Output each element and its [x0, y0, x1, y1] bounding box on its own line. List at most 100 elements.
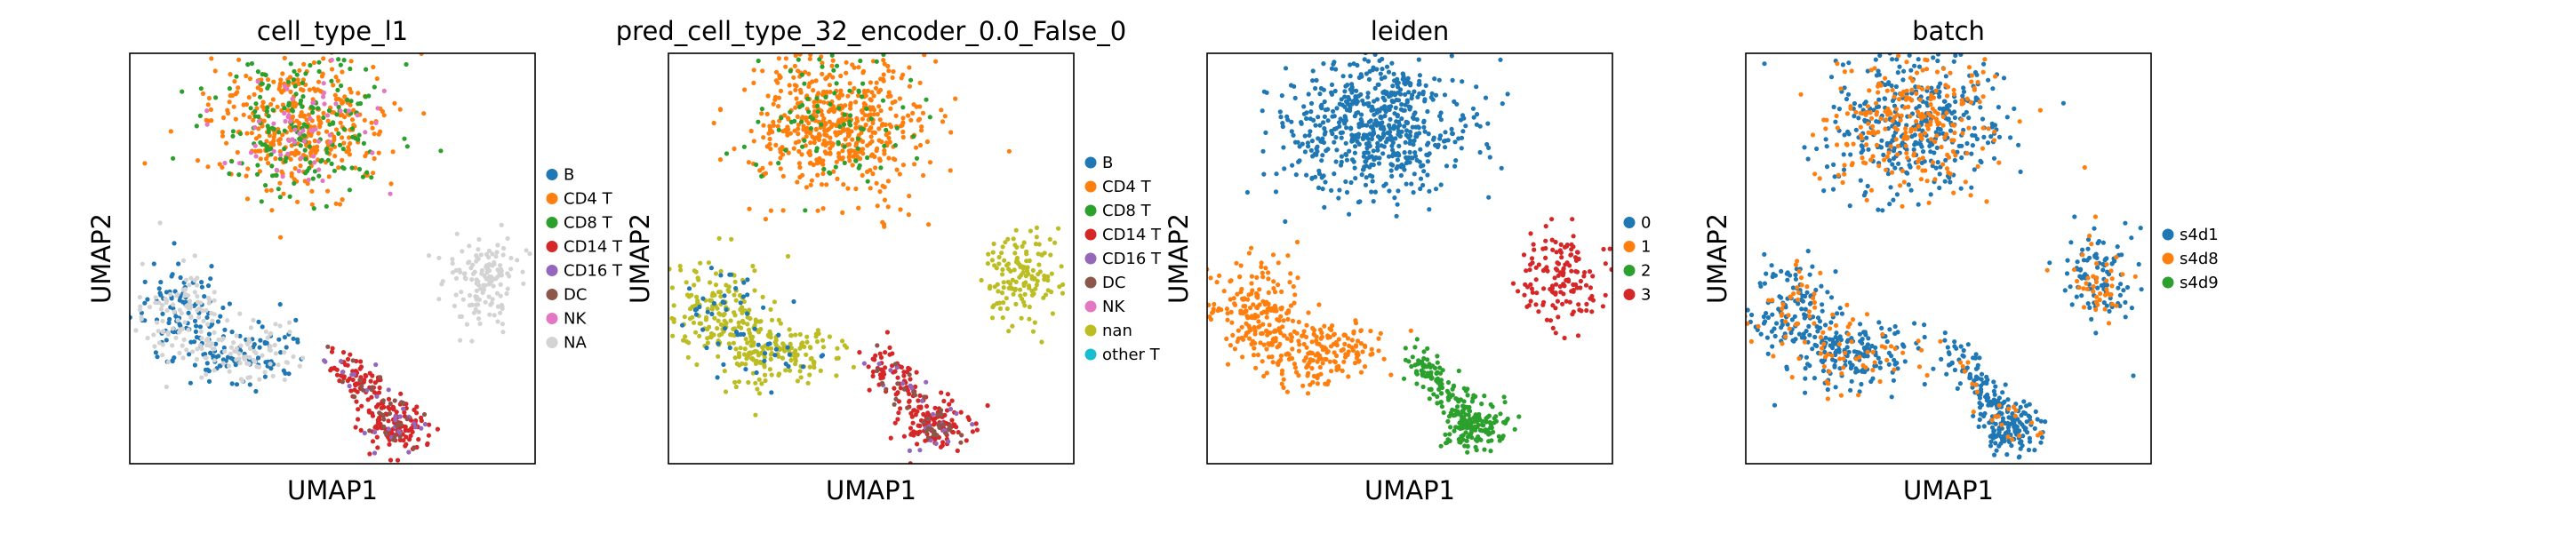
scatter-point	[1904, 94, 1909, 99]
legend-marker	[546, 265, 558, 276]
scatter-point	[884, 330, 891, 335]
scatter-point	[184, 347, 189, 353]
scatter-point	[274, 172, 279, 178]
scatter-point	[1297, 158, 1302, 163]
scatter-point	[478, 252, 484, 258]
scatter-point	[1401, 107, 1406, 113]
scatter-point	[321, 56, 326, 61]
scatter-point	[773, 342, 779, 347]
scatter-point	[356, 166, 363, 172]
scatter-point	[240, 378, 245, 384]
scatter-point	[1260, 330, 1265, 336]
scatter-point	[755, 386, 760, 392]
scatter-point	[268, 187, 274, 193]
scatter-point	[341, 374, 347, 379]
scatter-point	[896, 410, 901, 416]
scatter-point	[360, 174, 365, 179]
scatter-point	[255, 79, 260, 84]
scatter-point	[1524, 304, 1530, 309]
scatter-point	[258, 94, 263, 99]
scatter-point	[1060, 290, 1066, 296]
scatter-point	[1859, 143, 1864, 148]
scatter-point	[1865, 183, 1870, 189]
scatter-point	[744, 311, 750, 316]
scatter-point	[1921, 149, 1926, 155]
scatter-point	[363, 130, 368, 135]
scatter-point	[384, 431, 389, 437]
scatter-point	[844, 345, 850, 350]
scatter-point	[860, 81, 866, 86]
scatter-point	[1553, 266, 1559, 272]
scatter-point	[793, 140, 799, 146]
scatter-point	[1587, 269, 1593, 274]
scatter-point	[1043, 292, 1049, 298]
scatter-point	[1970, 143, 1975, 148]
scatter-point	[1884, 88, 1890, 93]
scatter-point	[1284, 352, 1289, 357]
scatter-point	[1916, 64, 1923, 69]
scatter-point	[1292, 365, 1298, 370]
scatter-point	[732, 313, 738, 318]
scatter-point	[722, 369, 727, 374]
scatter-point	[1978, 105, 1983, 110]
scatter-point	[856, 65, 861, 70]
scatter-point	[752, 268, 757, 274]
scatter-point	[233, 91, 238, 97]
scatter-point	[1961, 112, 1966, 117]
scatter-point	[349, 117, 356, 123]
scatter-point	[371, 64, 376, 70]
scatter-point	[1322, 356, 1328, 362]
scatter-point	[354, 399, 359, 404]
scatter-point	[297, 131, 302, 137]
scatter-point	[694, 362, 700, 368]
scatter-point	[891, 156, 896, 162]
scatter-point	[396, 429, 402, 434]
scatter-point	[1428, 95, 1434, 100]
scatter-point	[1949, 138, 1955, 143]
scatter-point	[1022, 291, 1028, 297]
scatter-point	[1390, 84, 1396, 89]
scatter-point	[793, 362, 798, 367]
scatter-point	[1856, 115, 1861, 121]
scatter-point	[828, 146, 833, 151]
scatter-point	[1368, 329, 1373, 334]
scatter-point	[1355, 350, 1360, 355]
scatter-point	[759, 111, 764, 116]
scatter-point	[244, 361, 251, 366]
scatter-point	[1562, 283, 1567, 289]
scatter-point	[917, 423, 923, 428]
scatter-point	[717, 290, 724, 295]
scatter-point	[495, 319, 500, 324]
scatter-point	[756, 330, 762, 335]
scatter-point	[850, 137, 855, 142]
scatter-point	[310, 176, 316, 181]
panel-title: cell_type_l1	[257, 16, 408, 46]
scatter-point	[404, 434, 409, 440]
scatter-point	[1292, 329, 1297, 334]
scatter-point	[783, 147, 788, 153]
scatter-point	[157, 290, 163, 296]
scatter-point	[696, 277, 701, 282]
scatter-point	[1036, 262, 1042, 267]
scatter-point	[1047, 236, 1052, 242]
scatter-point	[1396, 188, 1401, 194]
scatter-point	[381, 424, 387, 429]
scatter-point	[747, 350, 752, 355]
scatter-point	[753, 380, 758, 386]
scatter-point	[1388, 92, 1394, 98]
scatter-point	[831, 169, 836, 174]
scatter-point	[1980, 94, 1986, 99]
scatter-point	[1336, 195, 1341, 201]
scatter-point	[1858, 178, 1863, 183]
scatter-point	[1944, 110, 1949, 115]
scatter-point	[1036, 242, 1042, 247]
scatter-point	[797, 164, 803, 170]
scatter-point	[1369, 162, 1374, 167]
scatter-point	[1329, 90, 1334, 95]
scatter-point	[1019, 315, 1024, 321]
scatter-point	[881, 76, 886, 82]
scatter-point	[215, 319, 221, 324]
scatter-point	[806, 121, 812, 126]
scatter-point	[398, 391, 404, 396]
